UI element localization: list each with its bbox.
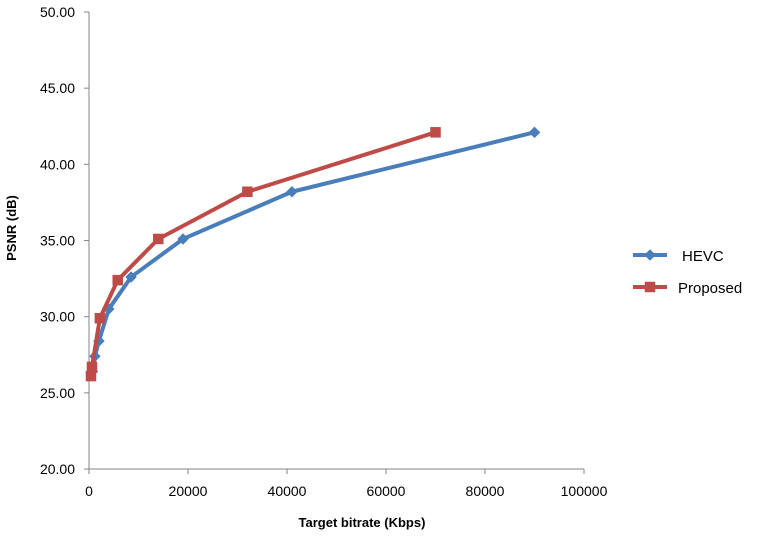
x-tick-label: 0 — [85, 483, 93, 499]
y-axis-title: PSNR (dB) — [4, 195, 19, 261]
data-point — [86, 361, 98, 373]
x-tick-labels: 0 20000 40000 60000 80000 100000 — [85, 483, 607, 499]
y-tick-label: 30.00 — [40, 309, 75, 325]
axes — [84, 11, 585, 474]
data-point — [177, 233, 189, 245]
y-tick-labels: 20.00 25.00 30.00 35.00 40.00 45.00 50.00 — [40, 4, 75, 477]
legend-label: Proposed — [678, 280, 742, 297]
x-tick-label: 40000 — [268, 483, 307, 499]
series-line — [90, 130, 537, 374]
data-point — [94, 312, 106, 324]
data-point — [112, 274, 123, 286]
series-proposed — [85, 127, 441, 382]
data-point — [430, 127, 441, 138]
data-point — [286, 185, 298, 198]
y-tick-label: 25.00 — [40, 385, 75, 401]
legend-marker — [644, 249, 656, 261]
legend-item-hevc: HEVC — [633, 248, 724, 265]
x-tick-label: 60000 — [367, 483, 406, 499]
data-point — [242, 186, 253, 198]
x-tick-label: 80000 — [466, 483, 505, 499]
y-tick-label: 50.00 — [40, 4, 75, 20]
legend-marker — [644, 281, 656, 293]
legend: HEVC Proposed — [633, 248, 742, 297]
data-point — [528, 126, 541, 139]
data-point — [85, 370, 97, 382]
y-tick-label: 40.00 — [40, 156, 75, 172]
x-tick-label: 20000 — [169, 483, 208, 499]
series-layer — [85, 126, 541, 382]
data-point — [153, 233, 164, 245]
y-tick-label: 45.00 — [40, 80, 75, 96]
y-tick-label: 35.00 — [40, 233, 75, 249]
legend-item-proposed: Proposed — [633, 280, 742, 297]
data-point — [125, 271, 137, 283]
y-tick-label: 20.00 — [40, 461, 75, 477]
series-hevc — [86, 126, 541, 378]
x-axis-title: Target bitrate (Kbps) — [299, 515, 426, 530]
legend-label: HEVC — [682, 248, 724, 265]
x-tick-label: 100000 — [561, 483, 608, 499]
